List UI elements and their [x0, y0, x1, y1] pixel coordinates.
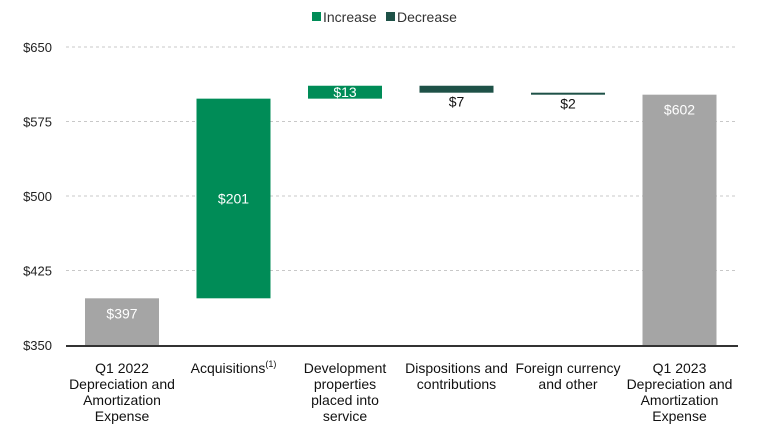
data-label: $2 [560, 96, 576, 112]
data-label: $602 [664, 102, 695, 118]
bar-increase [196, 98, 271, 299]
bar-increase [308, 85, 382, 99]
bar-decrease [419, 85, 494, 93]
footnote-marker: (1) [265, 359, 276, 369]
x-tick-label: Foreign currency and other [515, 360, 620, 392]
y-tick-label: $650 [23, 40, 52, 55]
y-tick-label: $350 [23, 338, 52, 353]
y-tick-label: $575 [23, 115, 52, 130]
x-tick-label: Q1 2023 Depreciation and Amortization Expen… [627, 360, 733, 424]
legend-swatch-decrease [386, 12, 395, 21]
data-label: $7 [449, 94, 465, 110]
x-tick-label: Development properties placed into service [304, 360, 387, 424]
x-tick-label: Q1 2022 Depreciation and Amortization Expen… [69, 360, 175, 424]
data-label: $201 [218, 190, 249, 206]
bar-decrease [531, 92, 605, 95]
bar-total [85, 298, 159, 345]
data-label: $397 [106, 305, 137, 321]
data-label: $13 [333, 84, 357, 100]
legend-label-decrease: Decrease [397, 9, 457, 25]
legend-label-increase: Increase [323, 9, 377, 25]
y-axis: $350 $425 $500 $575 $650 [23, 40, 52, 353]
x-tick-label: Dispositions and contributions [405, 360, 508, 392]
bars: $397 $201 $13 $7 $2 $602 [85, 84, 717, 346]
legend: Increase Decrease [312, 9, 457, 25]
gridlines [66, 46, 738, 271]
x-tick-label: Acquisitions(1) [191, 359, 277, 376]
y-tick-label: $425 [23, 264, 52, 279]
y-tick-label: $500 [23, 189, 52, 204]
bar-total [642, 94, 717, 346]
legend-swatch-increase [312, 12, 321, 21]
x-axis: Q1 2022 Depreciation and Amortization Expen… [66, 345, 738, 424]
